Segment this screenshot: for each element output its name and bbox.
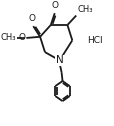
Text: CH₃: CH₃ (76, 5, 92, 14)
Text: O: O (18, 34, 25, 42)
Text: N: N (55, 55, 63, 65)
Text: CH₃: CH₃ (1, 34, 16, 42)
Text: O: O (28, 14, 35, 23)
Text: HCl: HCl (86, 36, 102, 45)
Text: O: O (51, 1, 58, 10)
